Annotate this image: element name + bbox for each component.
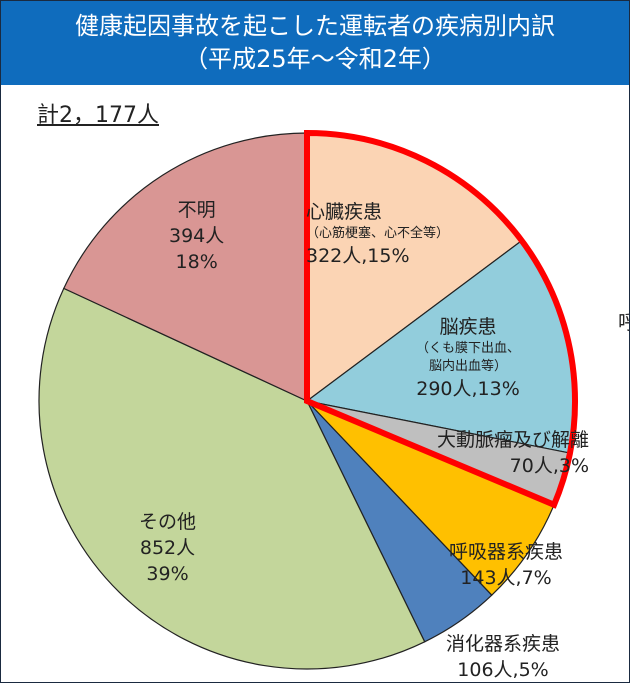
label-digestive: 消化器系疾患 106人,5% <box>446 631 561 682</box>
slice-name: 脳疾患 <box>439 316 497 338</box>
chart-title: 健康起因事故を起こした運転者の疾病別内訳 <box>75 12 555 40</box>
label-other: その他 852人 39% <box>139 509 196 587</box>
label-aorta: 大動脈瘤及び解離 70人,3% <box>409 427 589 479</box>
label-heart: 心臓疾患 （心筋梗塞、心不全等） 322人,15% <box>306 199 449 269</box>
slice-note: （くも膜下出血、 <box>416 341 521 356</box>
pie-slice <box>38 287 426 670</box>
pie-slice <box>63 132 308 402</box>
clipped-text: 呼 <box>618 306 629 335</box>
slice-name: その他 <box>139 511 197 533</box>
slice-name: 不明 <box>177 199 216 221</box>
slice-value: 322人,15% <box>306 245 410 267</box>
slice-name: 消化器系疾患 <box>446 633 561 655</box>
chart-subtitle: （平成25年～令和2年） <box>184 45 446 73</box>
label-unknown: 不明 394人 18% <box>169 197 224 275</box>
slice-name: 呼吸器系疾患 <box>449 541 564 563</box>
slice-name: 心臓疾患 <box>306 201 383 223</box>
slice-value: 852人 <box>139 537 196 559</box>
slice-pct: 18% <box>175 251 218 273</box>
slice-pct: 39% <box>146 563 189 585</box>
slice-value: 290人,13% <box>416 378 520 400</box>
label-brain: 脳疾患 （くも膜下出血、 脳内出血等） 290人,13% <box>416 314 520 402</box>
slice-value: 70人,3% <box>509 455 589 477</box>
slice-value: 394人 <box>169 225 225 247</box>
highlight-outline <box>304 129 578 509</box>
slice-value: 106人,5% <box>457 659 549 681</box>
total-label: 計2，177人 <box>37 103 159 128</box>
slice-name: 大動脈瘤及び解離 <box>436 429 589 451</box>
slice-note: （心筋梗塞、心不全等） <box>306 226 450 241</box>
slice-value: 143人,7% <box>460 567 552 589</box>
slice-note: 脳内出血等） <box>429 359 508 374</box>
label-respiratory: 呼吸器系疾患 143人,7% <box>449 539 563 591</box>
title-bar: 健康起因事故を起こした運転者の疾病別内訳 （平成25年～令和2年） <box>1 1 629 85</box>
